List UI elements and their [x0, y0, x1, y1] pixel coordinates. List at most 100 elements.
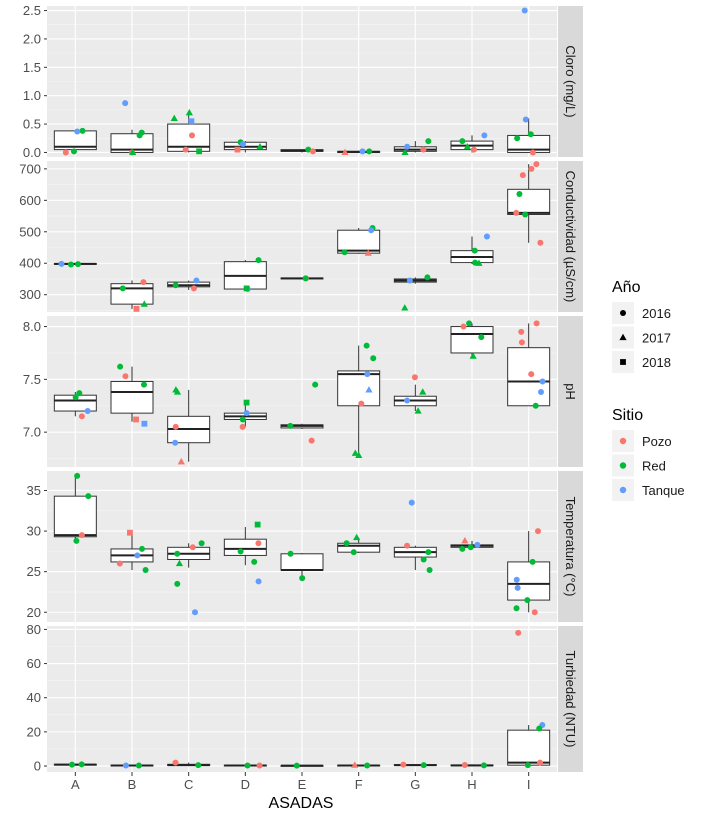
box-iqr: [507, 347, 551, 407]
data-point: [172, 423, 179, 430]
data-point: [513, 605, 520, 612]
data-point: [78, 761, 85, 768]
data-point: [341, 249, 348, 256]
box-iqr: [110, 380, 154, 414]
legend-label-pozo: Pozo: [642, 434, 672, 449]
data-point: [355, 451, 363, 458]
strip-background: [558, 6, 583, 157]
data-point: [239, 423, 246, 430]
y-tick-label: 8.0: [23, 319, 41, 334]
y-tick-label: 2.0: [23, 31, 41, 46]
data-point: [174, 550, 181, 557]
data-point: [140, 300, 148, 307]
y-tick-label: 1.0: [23, 88, 41, 103]
data-point: [140, 279, 147, 286]
y-tick-label: 80: [27, 622, 41, 637]
data-point: [515, 629, 522, 636]
data-point: [255, 540, 262, 547]
data-point: [239, 416, 246, 423]
legend-title-year: Año: [612, 279, 641, 296]
x-tick-label-c: C: [184, 777, 193, 792]
data-point: [363, 342, 370, 349]
y-tick-label: 20: [27, 605, 41, 620]
data-point: [172, 759, 179, 766]
data-point: [79, 127, 86, 134]
data-point: [58, 260, 65, 267]
data-point: [117, 363, 124, 370]
strip-label: Conductividad (µS/cm): [563, 171, 578, 303]
data-point: [370, 355, 377, 362]
data-point: [172, 439, 179, 446]
data-point: [460, 323, 467, 330]
legend-key-2017: [619, 333, 627, 341]
data-point: [177, 457, 185, 465]
data-point: [420, 146, 427, 153]
data-point: [129, 148, 137, 156]
x-axis-title: ASADAS: [269, 795, 334, 812]
data-point: [537, 389, 544, 396]
data-point: [406, 277, 413, 284]
legend-key-pozo: [619, 437, 627, 445]
strip-label: Turbiedad (NTU): [563, 650, 578, 747]
data-point: [287, 550, 294, 557]
data-point: [414, 407, 422, 414]
strip-background: [558, 316, 583, 467]
data-point: [404, 143, 411, 150]
data-point: [404, 397, 411, 404]
y-tick-label: 700: [19, 161, 41, 176]
data-point: [174, 580, 181, 587]
box-e: [280, 149, 324, 153]
legend-label-2018: 2018: [642, 355, 671, 370]
data-point: [471, 247, 478, 254]
data-point: [135, 762, 142, 769]
data-point: [404, 542, 411, 549]
x-tick-label-e: E: [298, 777, 307, 792]
strip-label: Cloro (mg/L): [563, 45, 578, 117]
data-point: [425, 138, 432, 145]
y-tick-label: 300: [19, 287, 41, 302]
box-b: [110, 532, 154, 571]
box-iqr: [507, 561, 551, 601]
data-point: [70, 148, 77, 155]
y-tick-label: 400: [19, 256, 41, 271]
data-point: [343, 540, 350, 547]
box-i: [507, 164, 551, 243]
box-f: [337, 345, 381, 456]
data-point: [536, 725, 543, 732]
y-tick-label: 25: [27, 564, 41, 579]
x-tick-label-g: G: [410, 777, 420, 792]
box-d: [223, 260, 267, 290]
data-point: [189, 132, 196, 139]
data-point: [522, 211, 529, 218]
data-point: [255, 578, 262, 585]
legend-key-2016: [620, 310, 626, 316]
box-g: [393, 277, 437, 284]
box-b: [110, 280, 154, 309]
data-point: [420, 556, 427, 563]
data-point: [305, 146, 312, 153]
data-point: [514, 584, 521, 591]
data-point: [191, 609, 198, 616]
data-point: [519, 172, 526, 179]
data-point: [424, 274, 431, 281]
y-tick-label: 7.0: [23, 425, 41, 440]
data-point: [539, 378, 546, 385]
data-point: [189, 544, 196, 551]
data-point: [411, 374, 418, 381]
data-point: [513, 209, 520, 216]
data-point: [533, 161, 540, 168]
legend-key-tanque: [619, 486, 627, 494]
data-point: [185, 108, 193, 116]
data-point: [198, 540, 205, 547]
data-point: [133, 305, 140, 312]
box-iqr: [507, 729, 551, 766]
data-point: [76, 390, 83, 397]
y-tick-label: 35: [27, 483, 41, 498]
box-f: [337, 764, 381, 767]
data-point: [142, 567, 149, 574]
panel-3: 7.0 7.5 8.0 pH: [23, 316, 583, 467]
box-g: [393, 384, 437, 412]
data-point: [518, 328, 525, 335]
box-iqr: [53, 495, 97, 538]
data-point: [426, 567, 433, 574]
